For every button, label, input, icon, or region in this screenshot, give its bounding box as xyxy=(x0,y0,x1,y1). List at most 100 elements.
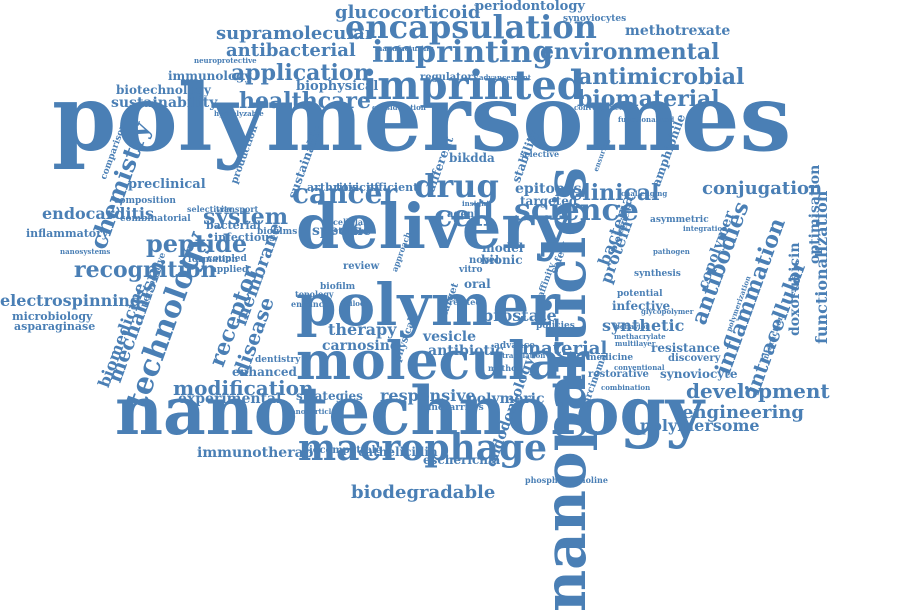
word-antimicrobial: antimicrobial xyxy=(578,64,745,90)
word-development: development xyxy=(686,379,830,403)
word-biomaterial: biomaterial xyxy=(577,86,720,112)
word-therapy: therapy xyxy=(328,320,397,339)
word-functionalization: functionalization xyxy=(812,190,831,344)
word-science: science xyxy=(514,193,639,228)
word-consideration: consideration xyxy=(372,103,426,112)
word-synoviocyte: synoviocyte xyxy=(660,367,738,381)
word-manufacturing: manufacturing xyxy=(375,44,434,53)
word-polymer: polymer xyxy=(296,271,560,339)
word-applied: applied xyxy=(211,265,249,275)
word-discovery: discovery xyxy=(668,353,721,364)
word-studies: studies xyxy=(333,227,370,237)
word-material: material xyxy=(522,338,608,359)
word-infective: infective xyxy=(612,299,671,313)
word-macrophage: macrophage xyxy=(298,427,548,469)
word-behavior: behavior xyxy=(615,322,650,331)
word-biodegradable: biodegradable xyxy=(351,482,496,503)
word-advancement: advancement xyxy=(479,73,532,82)
word-methotrexate: methotrexate xyxy=(625,23,731,39)
word-vitro: vitro xyxy=(459,265,483,275)
word-supramolecular: supramolecular xyxy=(216,23,375,44)
word-application: application xyxy=(231,60,370,86)
word-formation: formation xyxy=(188,255,239,265)
word-toxicity: toxicity xyxy=(336,181,382,194)
word-pathogen: pathogen xyxy=(653,247,690,256)
word-encapsulation: encapsulation xyxy=(345,8,597,46)
word-neuroprotective: neuroprotective xyxy=(194,56,257,65)
word-conjugation: conjugation xyxy=(702,178,823,199)
word-phosphorylcholine: phosphorylcholine xyxy=(525,475,608,485)
word-biocompatible: biocompatible xyxy=(302,445,382,456)
word-experimental: experimental xyxy=(178,391,282,407)
word-biofilm: biofilm xyxy=(320,282,356,292)
word-asymmetric: asymmetric xyxy=(650,215,709,225)
word-biophysical: biophysical xyxy=(296,79,379,94)
word-drug: drug xyxy=(414,167,499,205)
word-modification: modification xyxy=(173,376,314,400)
word-topology: topology xyxy=(295,289,334,299)
word-cancer: cancer xyxy=(292,177,398,210)
word-bionic: bionic xyxy=(481,253,523,267)
word-vesicle: vesicle xyxy=(423,329,476,345)
word-immunotherapy: immunotherapy xyxy=(197,445,322,461)
word-combinatorial: combinatorial xyxy=(120,214,191,224)
word-selectivity: selectivity xyxy=(187,204,233,214)
word-glucocorticoid: glucocorticoid xyxy=(335,2,481,23)
word-transport: transport xyxy=(216,204,259,214)
word-nanocarriers: nanocarriers xyxy=(419,403,484,413)
word-synthesis: synthesis xyxy=(634,269,681,279)
word-restorative: restorative xyxy=(588,369,649,380)
word-composition: composition xyxy=(114,196,176,206)
word-functionalized: functionalized xyxy=(618,115,675,124)
word-environmental: environmental xyxy=(540,39,720,65)
word-integration: integration xyxy=(683,224,728,233)
word-coupled: coupled xyxy=(207,254,247,264)
word-carnosine: carnosine xyxy=(322,338,399,354)
word-multilayer: multilayer xyxy=(615,339,656,348)
word-polymersomes: polymersomes xyxy=(52,64,792,172)
word-imprinted: imprinted xyxy=(362,62,585,109)
word-enhanced: enhanced xyxy=(232,365,297,379)
word-asparaginase: asparaginase xyxy=(14,320,96,333)
word-microbiology: microbiology xyxy=(12,310,93,323)
word-related: related xyxy=(449,297,481,307)
word-epitopes: epitopes xyxy=(515,181,582,197)
word-bacterial: bacterial xyxy=(206,219,261,232)
word-biofilms: biofilms xyxy=(257,227,298,237)
word-bikdda: bikdda xyxy=(449,151,495,165)
word-imprinting: imprinting xyxy=(372,35,554,70)
word-methacrylate: methacrylate xyxy=(614,332,666,341)
word-cell: cell xyxy=(434,199,495,234)
word-model: model xyxy=(482,241,524,255)
word-dentistry: dentistry xyxy=(255,355,301,365)
word-insight: insight xyxy=(462,199,490,208)
word-endocarditis: endocarditis xyxy=(42,204,154,223)
word-review: review xyxy=(343,261,380,272)
word-glycopolymer: glycopolymer xyxy=(641,307,694,316)
word-policies: policies xyxy=(536,321,575,331)
word-peptide: peptide xyxy=(146,229,248,258)
word-novel: novel xyxy=(469,255,499,266)
word-nanoparticle: nanoparticle xyxy=(286,407,336,416)
word-clinical: clinical xyxy=(569,180,660,206)
word-efficient: efficient xyxy=(367,181,419,194)
word-resistance: resistance xyxy=(651,341,721,355)
word-convergence: convergence xyxy=(574,103,624,112)
word-hydrolyzable: hydrolyzable xyxy=(214,109,264,118)
word-escherichia: escherichia xyxy=(423,453,501,467)
word-synoviocytes: synoviocytes xyxy=(563,14,627,24)
word-translation: translation xyxy=(502,351,546,360)
word-conventional: conventional xyxy=(614,363,665,372)
word-immunology: immunology xyxy=(168,69,252,83)
word-combination: combination xyxy=(601,383,651,392)
word-potential: potential xyxy=(617,289,663,299)
word-agent: agent xyxy=(447,209,479,220)
word-antibiotic: antibiotic xyxy=(428,343,504,359)
word-antibacterial: antibacterial xyxy=(226,40,356,61)
word-nanosystems: nanosystems xyxy=(60,247,111,256)
word-strategies: strategies xyxy=(296,389,363,403)
word-responsive: responsive xyxy=(380,386,476,405)
word-targeted: targeted xyxy=(520,194,578,208)
word-system: system xyxy=(203,204,288,230)
